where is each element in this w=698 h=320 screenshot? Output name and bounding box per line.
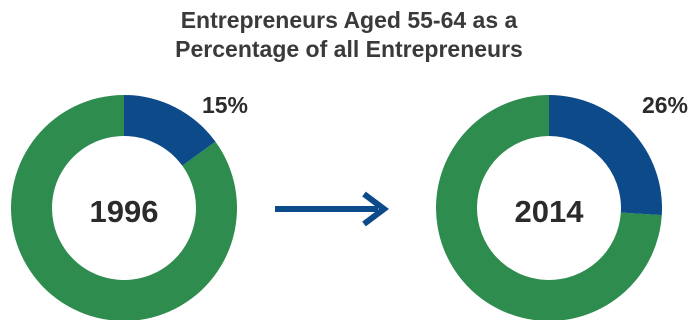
chart-title-line-2: Percentage of all Entrepreneurs: [175, 36, 523, 62]
donut-1996-year-label: 1996: [90, 194, 159, 229]
donut-1996-percent-label: 15%: [202, 92, 248, 118]
arrow-head: [362, 191, 389, 227]
donut-2014-year-label: 2014: [515, 194, 585, 229]
donut-1996: 1996 15%: [11, 92, 248, 320]
donut-2014-remainder-segment: [436, 95, 662, 320]
donut-2014-value-segment: [549, 95, 662, 216]
donut-2014-percent-label: 26%: [642, 92, 688, 118]
chart-title-line-1: Entrepreneurs Aged 55-64 as a: [180, 7, 518, 33]
donut-2014: 2014 26%: [436, 92, 688, 320]
arrow-icon: [275, 191, 389, 227]
donut-1996-value-segment: [124, 95, 216, 166]
chart-title: Entrepreneurs Aged 55-64 as a Percentage…: [0, 6, 698, 64]
donut-1996-remainder-segment: [11, 95, 237, 320]
